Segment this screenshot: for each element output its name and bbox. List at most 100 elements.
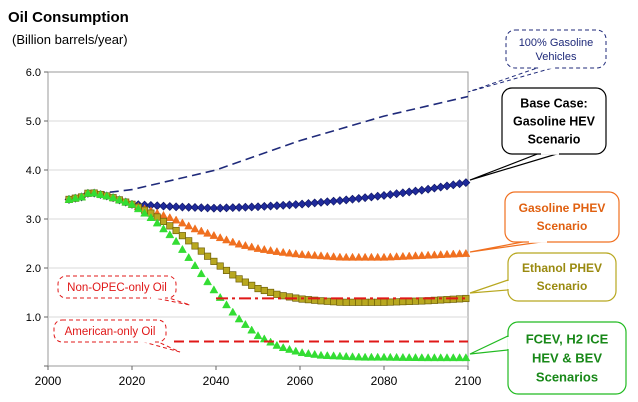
series-4-point	[272, 340, 282, 349]
series-2-point	[366, 252, 376, 261]
callout-ethanol-phev-text: Scenario	[537, 279, 588, 293]
chart-subtitle: (Billion barrels/year)	[12, 32, 128, 47]
series-3-point	[380, 298, 388, 306]
series-4-point	[96, 189, 105, 198]
series-2-point	[285, 248, 294, 257]
series-3-point	[241, 278, 249, 286]
series-3-point	[254, 285, 262, 293]
series-2-point	[392, 252, 402, 261]
series-4-point	[398, 352, 408, 361]
series-3-point	[393, 298, 401, 306]
y-tick-label: 5.0	[26, 116, 41, 128]
series-2-point	[436, 250, 446, 259]
series-1-point	[272, 201, 282, 211]
series-4-point	[411, 353, 420, 361]
series-4-point	[146, 213, 156, 221]
series-3-point	[222, 266, 231, 275]
series-4-point	[404, 352, 414, 361]
series-2-point	[297, 249, 307, 258]
series-1-point	[247, 202, 257, 212]
series-1-point	[203, 203, 213, 213]
series-2-point	[411, 251, 420, 260]
series-3-point	[361, 298, 369, 306]
series-4-point	[385, 352, 395, 361]
series-2-point	[253, 243, 263, 252]
series-3-point	[355, 298, 363, 306]
series-4-point	[184, 252, 194, 261]
series-2-point	[461, 248, 471, 257]
series-4-point	[335, 351, 345, 360]
series-3-point	[330, 298, 338, 306]
callout-fcev-box	[507, 321, 627, 395]
series-4-point	[247, 325, 257, 334]
series-4-point	[114, 195, 124, 204]
series-3-point	[229, 271, 237, 279]
series-4-point	[285, 344, 294, 353]
series-2-point	[266, 245, 276, 254]
x-tick-label: 2060	[287, 374, 314, 388]
series-1-point	[209, 203, 219, 213]
series-2-point	[322, 251, 332, 260]
series-4-point	[159, 224, 168, 233]
series-4-point	[329, 351, 339, 360]
callout-fcev-pointer	[469, 335, 509, 355]
series-4-point	[373, 352, 383, 361]
series-4-point	[423, 353, 433, 362]
chart-title: Oil Consumption	[8, 9, 129, 26]
series-2-point	[404, 251, 414, 260]
series-4-point	[253, 331, 263, 340]
series-4-point	[379, 352, 389, 361]
series-1-point	[171, 202, 181, 212]
series-2-point	[348, 252, 357, 261]
series-4-point	[354, 352, 364, 361]
series-2-point	[360, 252, 370, 261]
series-4-point	[461, 353, 471, 362]
series-1-point	[291, 200, 301, 209]
series-4-point	[234, 314, 244, 323]
series-1-point	[266, 201, 276, 211]
series-3-point	[374, 298, 382, 306]
series-2-point	[278, 247, 288, 256]
series-4-point	[429, 353, 439, 362]
series-2-point	[291, 249, 301, 258]
callout-ethanol-phev-pointer	[469, 279, 509, 294]
y-tick-label: 1.0	[26, 312, 41, 324]
series-4-point	[203, 277, 213, 286]
callout-ethanol-phev: Ethanol PHEV Scenario	[469, 252, 617, 302]
callout-gasoline-phev-text: Scenario	[537, 219, 588, 233]
series-3-point	[210, 257, 218, 265]
series-4-point	[70, 193, 80, 202]
series-2-point	[234, 239, 244, 248]
series-4-point	[133, 204, 143, 213]
series-4-point	[140, 208, 150, 217]
callout-ethanol-phev-box	[507, 252, 617, 302]
series-4-point	[341, 351, 351, 360]
series-2-point	[455, 249, 465, 258]
series-1-point	[215, 203, 225, 213]
series-1-point	[165, 202, 175, 211]
series-4-point	[222, 300, 231, 309]
series-1-point	[196, 203, 206, 213]
series-1-point	[278, 200, 288, 210]
series-3-point	[367, 298, 375, 306]
series-4-point	[83, 188, 93, 197]
series-4-point	[127, 199, 137, 208]
callout-base-case-text: Gasoline HEV	[513, 114, 596, 128]
callout-gasoline-phev-box	[504, 191, 620, 243]
callout-gasoline-phev-text: Gasoline PHEV	[519, 201, 606, 215]
series-4-point	[89, 188, 99, 197]
series-3-point	[348, 298, 357, 306]
series-2-point	[335, 252, 345, 261]
y-tick-label: 3.0	[26, 214, 41, 226]
series-1-point	[159, 201, 168, 211]
series-2-point	[165, 213, 175, 221]
series-4-point	[152, 218, 162, 227]
series-1-point	[190, 203, 200, 212]
series-2-point	[341, 252, 351, 261]
series-4-point	[196, 269, 206, 278]
series-1-point	[259, 201, 269, 211]
callout-100-gasoline-box	[505, 29, 607, 69]
series-2-point	[228, 237, 238, 246]
series-2-point	[240, 240, 250, 249]
